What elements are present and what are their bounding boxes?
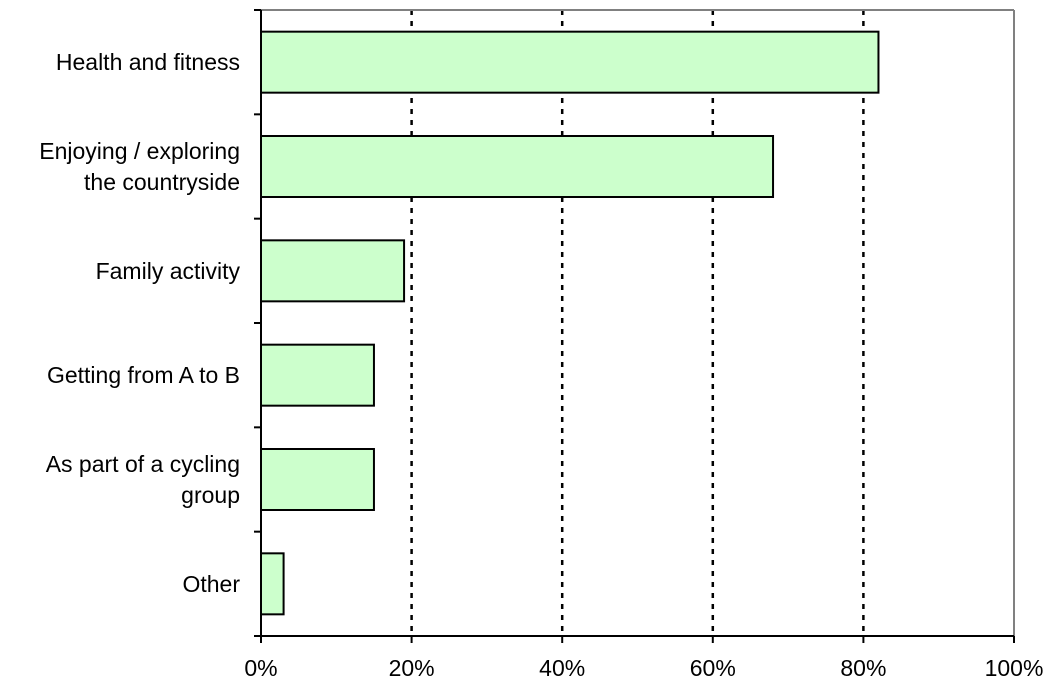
labels: 0% 20% 40% 60% 80% 100% Health and fitness Enjo… — [39, 49, 1043, 681]
category-label-2: Family activity — [96, 258, 241, 284]
category-label-0: Health and fitness — [56, 49, 240, 75]
category-label-line: the countryside — [84, 169, 240, 195]
bars — [260, 30, 880, 616]
bar-0 — [260, 30, 880, 94]
category-label-5: Other — [182, 571, 240, 597]
axes — [254, 9, 1015, 643]
category-label-1: Enjoying / exploring the countryside — [39, 138, 240, 195]
category-label-line: Enjoying / exploring — [39, 138, 240, 164]
bar-5 — [260, 552, 285, 616]
category-label-line: Getting from A to B — [47, 362, 240, 388]
category-label-line: group — [181, 482, 240, 508]
bar-2 — [260, 239, 406, 303]
category-label-line: Other — [182, 571, 240, 597]
category-label-line: Family activity — [96, 258, 241, 284]
grid-lines — [410, 10, 865, 636]
bar-4 — [260, 448, 375, 511]
category-label-3: Getting from A to B — [47, 362, 240, 388]
x-tick-label-80: 80% — [840, 655, 886, 681]
bar-3 — [260, 343, 375, 407]
bar-1 — [260, 135, 775, 198]
x-tick-label-20: 20% — [389, 655, 435, 681]
x-tick-label-0: 0% — [244, 655, 277, 681]
category-label-4: As part of a cycling group — [46, 451, 240, 508]
x-tick-label-60: 60% — [690, 655, 736, 681]
plot-frame — [261, 9, 1015, 636]
category-label-line: As part of a cycling — [46, 451, 240, 477]
x-tick-label-100: 100% — [985, 655, 1044, 681]
category-label-line: Health and fitness — [56, 49, 240, 75]
x-tick-label-40: 40% — [539, 655, 585, 681]
